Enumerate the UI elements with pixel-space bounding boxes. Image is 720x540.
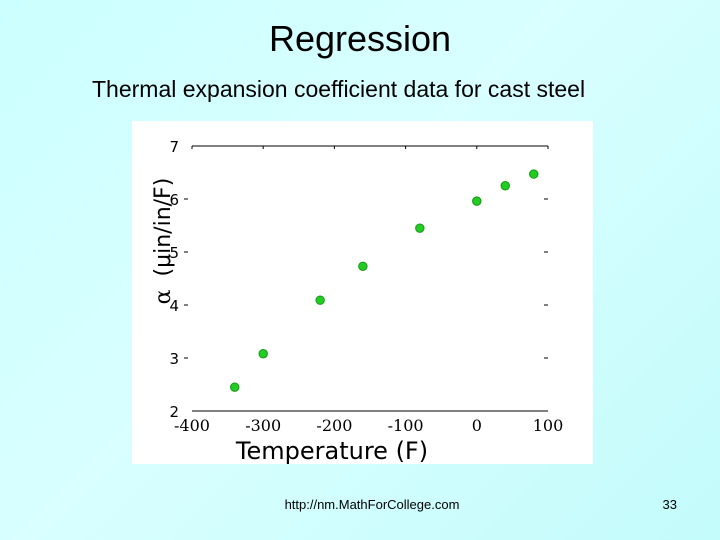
data-point bbox=[258, 349, 268, 359]
svg-text:α (μin/in/F): α (μin/in/F) bbox=[151, 178, 176, 305]
slide-subtitle: Thermal expansion coefficient data for c… bbox=[92, 76, 586, 102]
y-tick-label: 5 bbox=[169, 244, 179, 262]
data-point bbox=[358, 261, 368, 272]
data-point bbox=[500, 181, 510, 191]
chart-canvas: 2 3 4 5 6 7 -400 -300 -200 -100 0 100 Temperature (… bbox=[151, 138, 563, 464]
page-number: 33 bbox=[662, 497, 677, 512]
y-tick-label: 2 bbox=[169, 403, 179, 421]
footer-url: http://nm.MathForCollege.com bbox=[284, 497, 460, 512]
x-tick-label: 0 bbox=[472, 416, 482, 435]
x-tick-label: -200 bbox=[316, 416, 352, 435]
y-tick-label: 3 bbox=[169, 350, 179, 368]
x-axis-label: Temperature (F) bbox=[235, 437, 428, 464]
y-axis-label-symbol: α bbox=[151, 289, 176, 304]
x-tick-label: -300 bbox=[245, 416, 281, 435]
y-axis-label-units: (μin/in/F) bbox=[151, 178, 176, 277]
scatter-chart: 2 3 4 5 6 7 -400 -300 -200 -100 0 100 Temperature (… bbox=[132, 121, 593, 464]
axes-layer bbox=[192, 145, 548, 412]
y-tick-label: 4 bbox=[169, 297, 179, 315]
data-point bbox=[315, 295, 325, 305]
x-tick-label: 100 bbox=[533, 416, 564, 435]
data-point bbox=[472, 196, 482, 206]
points-layer bbox=[230, 169, 539, 392]
data-point bbox=[230, 382, 240, 392]
x-tick-label: -100 bbox=[388, 416, 424, 435]
y-axis-label: α (μin/in/F) bbox=[151, 178, 176, 305]
data-point bbox=[415, 223, 425, 233]
y-tick-label: 7 bbox=[169, 138, 179, 156]
x-tick-label: -400 bbox=[174, 416, 210, 435]
y-tick-label: 6 bbox=[169, 191, 179, 209]
data-point bbox=[529, 169, 539, 179]
ticks-layer: 2 3 4 5 6 7 -400 -300 -200 -100 0 100 bbox=[169, 138, 563, 435]
slide-title: Regression bbox=[268, 18, 452, 59]
